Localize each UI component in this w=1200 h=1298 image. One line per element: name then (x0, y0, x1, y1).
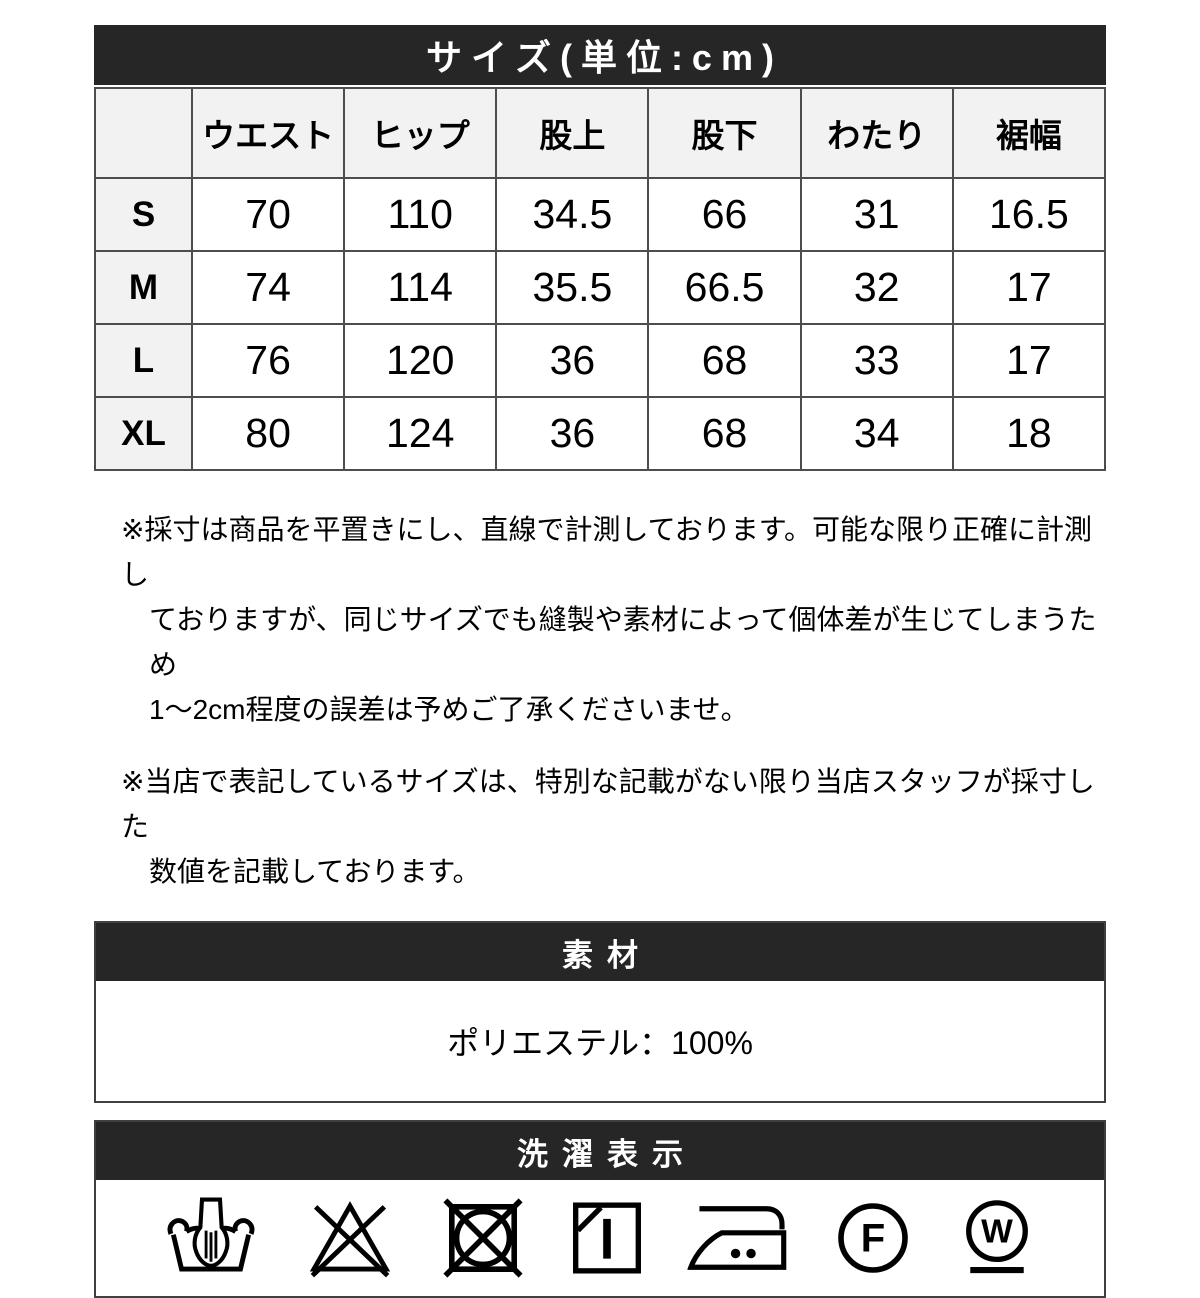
size-cell: 18 (951, 396, 1107, 471)
size-cell: 36 (495, 323, 650, 398)
size-table-body: S 70 110 34.5 66 31 16.5 M 74 114 35.5 66.5 32 17 L 76 1… (94, 177, 1107, 471)
size-cell: 70 (190, 177, 346, 252)
care-title-bar: 洗濯表示 (96, 1122, 1104, 1180)
content-column: サイズ(単位:cm) ウエスト ヒップ 股上 股下 わたり 裾幅 S 70 110 34.5 66… (94, 0, 1107, 1298)
size-cell: 36 (495, 396, 650, 471)
row-label: S (94, 177, 193, 252)
note-line: 1〜2cm程度の誤差は予めご了承くださいませ。 (149, 694, 749, 725)
size-cell: 33 (799, 323, 954, 398)
corner-cell (94, 87, 193, 179)
size-cell: 76 (190, 323, 346, 398)
note-line: ておりますが、同じサイズでも縫製や素材によって個体差が生じてしまうため (149, 604, 1097, 680)
column-header: 股下 (647, 87, 802, 179)
size-cell: 17 (951, 250, 1107, 325)
do-not-tumble-dry-icon (439, 1194, 527, 1282)
dry-clean-f-icon (829, 1194, 917, 1282)
note-line: 数値を記載しております。 (149, 856, 481, 887)
care-title: 洗濯表示 (517, 1136, 697, 1172)
care-icon-row (96, 1180, 1104, 1296)
size-cell: 110 (343, 177, 498, 252)
table-row: S 70 110 34.5 66 31 16.5 (94, 177, 1107, 252)
size-cell: 32 (799, 250, 954, 325)
note: ※採寸は商品を平置きにし、直線で計測しております。可能な限り正確に計測しておりま… (121, 507, 1106, 732)
size-cell: 34.5 (495, 177, 650, 252)
wet-clean-w-icon (955, 1193, 1039, 1283)
material-section: 素材 ポリエステル：100% (94, 921, 1106, 1103)
size-cell: 68 (647, 323, 802, 398)
size-cell: 124 (343, 396, 498, 471)
size-cell: 114 (343, 250, 498, 325)
size-cell: 34 (799, 396, 954, 471)
size-cell: 120 (343, 323, 498, 398)
column-header: 股上 (495, 87, 650, 179)
size-cell: 31 (799, 177, 954, 252)
row-label: L (94, 323, 193, 398)
size-cell: 80 (190, 396, 346, 471)
care-section: 洗濯表示 (94, 1120, 1106, 1298)
material-content: ポリエステル：100% (96, 981, 1104, 1101)
size-cell: 35.5 (495, 250, 650, 325)
material-title-bar: 素材 (96, 923, 1104, 981)
size-title-bar: サイズ(単位:cm) (94, 25, 1106, 85)
row-label: XL (94, 396, 193, 471)
material-title: 素材 (562, 937, 652, 973)
table-row: M 74 114 35.5 66.5 32 17 (94, 250, 1107, 325)
size-cell: 17 (951, 323, 1107, 398)
size-table: ウエスト ヒップ 股上 股下 わたり 裾幅 S 70 110 34.5 66 31 16.5 M 74 11… (94, 87, 1107, 471)
hand-wash-icon (161, 1193, 261, 1283)
notes-block: ※採寸は商品を平置きにし、直線で計測しております。可能な限り正確に計測しておりま… (121, 507, 1106, 894)
line-dry-in-shade-icon (565, 1195, 649, 1281)
column-header: 裾幅 (951, 87, 1107, 179)
column-header: ヒップ (343, 87, 498, 179)
row-label: M (94, 250, 193, 325)
column-header: ウエスト (190, 87, 346, 179)
size-table-header-row: ウエスト ヒップ 股上 股下 わたり 裾幅 (94, 87, 1107, 179)
note: ※当店で表記しているサイズは、特別な記載がない限り当店スタッフが採寸した数値を記… (121, 759, 1106, 894)
size-cell: 16.5 (951, 177, 1107, 252)
table-row: XL 80 124 36 68 34 18 (94, 396, 1107, 471)
note-line: ※採寸は商品を平置きにし、直線で計測しております。可能な限り正確に計測し (121, 514, 1092, 590)
size-spec-sheet: { "colors": { "bar_background": "#262626… (94, 25, 1107, 1298)
size-cell: 66.5 (647, 250, 802, 325)
do-not-bleach-icon (299, 1193, 401, 1283)
size-cell: 74 (190, 250, 346, 325)
size-title: サイズ(単位:cm) (426, 37, 783, 78)
table-row: L 76 120 36 68 33 17 (94, 323, 1107, 398)
column-header: わたり (799, 87, 954, 179)
size-cell: 68 (647, 396, 802, 471)
iron-two-dots-icon (687, 1195, 791, 1281)
size-cell: 66 (647, 177, 802, 252)
note-line: ※当店で表記しているサイズは、特別な記載がない限り当店スタッフが採寸した (121, 766, 1095, 842)
